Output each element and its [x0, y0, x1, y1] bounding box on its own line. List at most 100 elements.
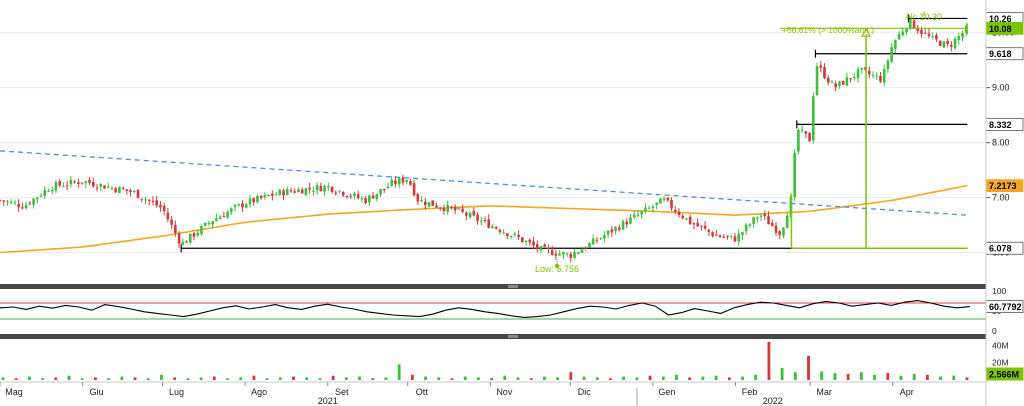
volume-bar — [543, 376, 546, 380]
candle-body — [192, 233, 196, 237]
measure-tool-layer — [780, 23, 968, 249]
month-label: Dic — [578, 387, 591, 397]
volume-bar — [807, 355, 810, 380]
volume-last-value: 2.566M — [989, 370, 1019, 380]
candle-body — [409, 181, 412, 185]
separator-handle[interactable] — [508, 285, 518, 288]
candle-body — [39, 195, 43, 197]
volume-bar — [688, 377, 692, 380]
candle-body — [909, 19, 912, 30]
month-label: Feb — [742, 387, 758, 397]
candle-body — [483, 219, 487, 221]
candle-body — [726, 235, 729, 237]
rsi-tick-label: 100 — [992, 286, 1006, 296]
candle-body — [237, 204, 241, 206]
candle-body — [882, 69, 886, 83]
candle-body — [797, 129, 800, 152]
candle-body — [453, 206, 457, 211]
candle-body — [741, 232, 744, 236]
candle-body — [610, 229, 614, 233]
candle-body — [147, 199, 151, 201]
candle-body — [230, 208, 233, 212]
candle-body — [558, 253, 561, 256]
candle-body — [155, 200, 158, 206]
candle-body — [569, 253, 573, 258]
candle-body — [819, 65, 823, 68]
candle-body — [681, 215, 685, 219]
candle-body — [849, 78, 852, 80]
candle-body — [166, 212, 170, 220]
candle-body — [200, 226, 203, 235]
candle-body — [554, 253, 558, 256]
candle-body — [923, 32, 927, 34]
candle-body — [17, 203, 20, 208]
candle-body — [289, 190, 293, 192]
separator-bar[interactable] — [0, 334, 986, 339]
candle-body — [591, 238, 595, 245]
candle-body — [707, 229, 711, 232]
candle-body — [502, 232, 505, 234]
candle-body — [666, 197, 670, 201]
candle-body — [651, 206, 655, 209]
candle-body — [356, 194, 360, 199]
month-label: Nov — [496, 387, 513, 397]
candle-body — [215, 218, 218, 222]
candle-body — [946, 40, 949, 44]
candle-body — [285, 189, 289, 196]
candle-body — [547, 247, 550, 249]
candle-body — [912, 20, 916, 29]
candle-body — [599, 238, 602, 240]
volume-bar — [292, 376, 295, 380]
candle-body — [412, 183, 416, 196]
candle-body — [823, 66, 826, 79]
candle-body — [304, 188, 308, 195]
candle-body — [856, 69, 860, 79]
candle-body — [133, 191, 136, 193]
candle-body — [513, 233, 517, 235]
candle-body — [953, 38, 957, 49]
volume-bar — [899, 375, 903, 380]
volume-bar — [160, 374, 163, 380]
volume-bar — [833, 373, 837, 380]
candle-body — [584, 247, 588, 249]
candle-body — [532, 241, 535, 246]
candle-body — [121, 188, 125, 190]
candle-body — [390, 180, 394, 186]
candle-body — [524, 241, 528, 243]
separator-handle[interactable] — [508, 335, 518, 338]
volume-bar — [965, 377, 969, 380]
candle-body — [207, 222, 211, 224]
candle-body — [386, 186, 390, 189]
price-label-value: 6.078 — [989, 244, 1012, 254]
month-label: Gen — [658, 387, 675, 397]
candle-body — [300, 189, 304, 194]
candle-body — [450, 206, 453, 208]
candle-body — [763, 214, 767, 217]
volume-bar — [556, 377, 560, 380]
candle-body — [118, 186, 121, 194]
price-label-value: 9.618 — [989, 49, 1012, 59]
separator-bar[interactable] — [0, 284, 986, 289]
candle-body — [673, 210, 677, 212]
candle-body — [140, 198, 144, 200]
volume-bar — [582, 376, 586, 380]
candle-body — [614, 226, 617, 231]
candle-body — [618, 227, 621, 230]
month-label: Giu — [90, 387, 104, 397]
price-tick-label: 8.00 — [992, 138, 1010, 148]
candle-body — [472, 211, 476, 216]
candle-body — [770, 222, 774, 226]
volume-bar — [107, 378, 111, 380]
month-label: Set — [335, 387, 349, 397]
candle-body — [151, 200, 155, 202]
candle-body — [629, 217, 632, 224]
volume-bar — [925, 374, 929, 380]
candle-body — [174, 224, 177, 234]
x-axis: Mag Giu Lug Ago Set Ott Nov Dic Gen Feb Mar Apr 2021… — [0, 382, 914, 406]
candle-body — [327, 186, 330, 188]
candle-body — [894, 40, 897, 49]
candle-body — [297, 189, 300, 193]
candle-body — [461, 208, 464, 212]
candle-body — [636, 214, 640, 216]
candle-body — [442, 208, 446, 211]
